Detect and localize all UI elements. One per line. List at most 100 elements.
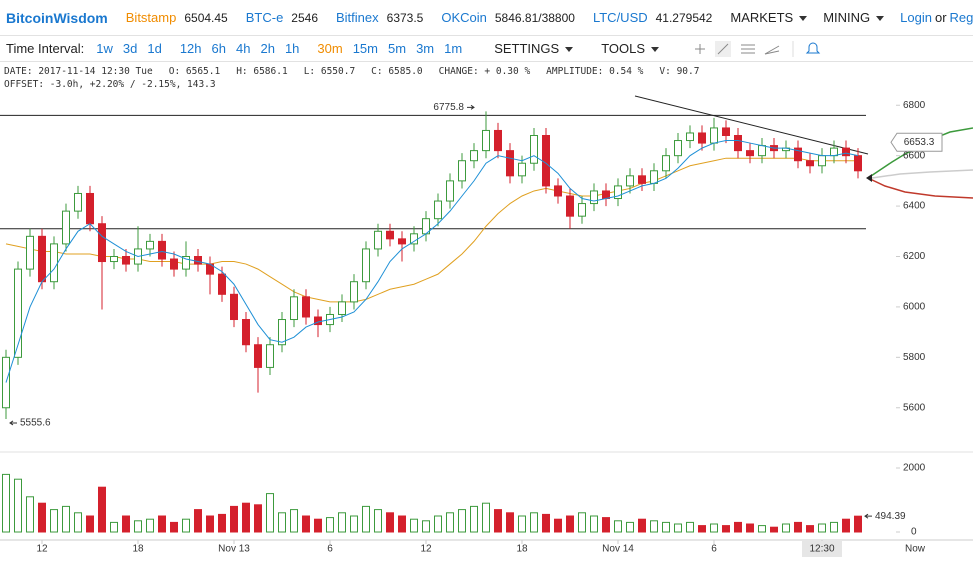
volume-bar — [734, 521, 742, 533]
candle-body — [662, 155, 670, 172]
volume-bar — [170, 521, 178, 533]
volume-bar — [422, 520, 430, 533]
volume-bar — [758, 525, 766, 533]
candle-body — [122, 256, 130, 265]
interval-button[interactable]: 1m — [444, 41, 463, 56]
interval-button[interactable]: 5m — [388, 41, 407, 56]
x-tick-label: 12 — [420, 544, 432, 555]
info-field: O: 6565.1 — [168, 66, 221, 77]
y-tick-label: 5800 — [903, 352, 926, 363]
y-tick-label: 6200 — [903, 251, 926, 262]
toolbar-menu[interactable]: SETTINGS — [494, 41, 574, 56]
candle-body — [854, 155, 862, 172]
candle-body — [794, 147, 802, 162]
caret — [565, 47, 574, 53]
menu[interactable]: MARKETS — [730, 10, 808, 25]
candle-body — [170, 258, 178, 270]
interval-label: Time Interval: — [6, 41, 85, 56]
interval-button[interactable]: 3d — [122, 41, 138, 56]
x-tick-label: 18 — [516, 544, 528, 555]
candle-body — [554, 185, 562, 197]
volume-bar — [578, 512, 586, 533]
interval-button[interactable]: 6h — [211, 41, 226, 56]
x-tick-label: Nov 14 — [602, 544, 634, 555]
ticker-name[interactable]: LTC/USD — [592, 10, 648, 25]
ticker-name[interactable]: OKCoin — [441, 10, 487, 25]
candle-body — [578, 203, 586, 217]
volume-bar — [674, 523, 682, 533]
volume-bar — [566, 515, 574, 533]
interval-button[interactable]: 3m — [416, 41, 435, 56]
y-tick-label: 6400 — [903, 201, 926, 212]
candle-body — [266, 344, 274, 368]
info-field: H: 6586.1 — [236, 66, 288, 77]
info-line: DATE: 2017-11-14 12:30 Tue O: 6565.1 H: 65… — [4, 65, 715, 78]
now-label: Now — [905, 544, 926, 555]
volume-tick-label: 0 — [911, 527, 917, 538]
low-arrow — [9, 420, 17, 426]
info-panel: DATE: 2017-11-14 12:30 Tue O: 6565.1 H: 65… — [4, 65, 715, 91]
volume-bar — [14, 478, 22, 533]
volume-bar — [314, 518, 322, 533]
candle-body — [362, 248, 370, 283]
volume-bar — [362, 505, 370, 533]
candle-body — [710, 127, 718, 144]
x-label-highlight — [802, 541, 842, 557]
candle-body — [374, 230, 382, 250]
toolbar-menu[interactable]: TOOLS — [601, 41, 660, 56]
interval-button[interactable]: 1d — [147, 41, 162, 56]
candle-body — [470, 150, 478, 162]
candle-body — [518, 162, 526, 177]
header: BitcoinWisdom Bitstamp 6504.45 BTC-e 2546 Bit… — [0, 0, 973, 36]
tool-icon-set[interactable] — [693, 40, 843, 57]
depth-ask-line — [867, 177, 973, 199]
x-tick-label: 6 — [327, 544, 333, 555]
high-arrow — [467, 104, 475, 110]
ticker-name[interactable]: BTC-e — [245, 10, 284, 25]
volume-bar — [806, 525, 814, 533]
interval-button[interactable]: 1w — [96, 41, 113, 56]
low-label: 5555.6 — [20, 418, 51, 429]
info-field: CHANGE: + 0.30 % — [438, 66, 531, 77]
interval-button[interactable]: 15m — [352, 41, 378, 56]
volume-bar — [590, 515, 598, 533]
interval-button[interactable]: 4h — [236, 41, 251, 56]
volume-bar — [650, 520, 658, 533]
interval-button[interactable]: 30m — [317, 41, 343, 56]
volume-arrow — [864, 513, 872, 519]
volume-bar — [470, 505, 478, 533]
ticker-name[interactable]: Bitstamp — [125, 10, 177, 25]
volume-bar — [38, 502, 46, 533]
interval-button[interactable]: 1h — [284, 41, 300, 56]
volume-bar — [302, 515, 310, 533]
volume-bar — [326, 517, 334, 533]
candle-body — [626, 175, 634, 187]
candle-body — [446, 180, 454, 202]
candle-body — [350, 281, 358, 303]
ticker-name[interactable]: Bitfinex — [336, 10, 379, 25]
candle-body — [242, 319, 250, 346]
info-field: L: 6550.7 — [303, 66, 356, 77]
volume-last-label: 494.39 — [875, 511, 906, 522]
candle-body — [734, 135, 742, 152]
brand[interactable]: BitcoinWisdom — [6, 9, 108, 26]
x-tick-label: 6 — [711, 544, 717, 555]
candle-body — [38, 235, 46, 283]
volume-bar — [842, 518, 850, 533]
interval-button[interactable]: 12h — [179, 41, 202, 56]
info-line: OFFSET: -3.0h, +2.20% / -2.15%, 143.3 — [4, 79, 216, 90]
volume-bar — [26, 496, 34, 533]
volume-bar — [206, 515, 214, 533]
volume-bar — [98, 486, 106, 533]
interval-button[interactable]: 2h — [260, 41, 275, 56]
login-link[interactable]: Login — [900, 10, 932, 25]
candle-body — [722, 127, 730, 136]
register-link[interactable]: Reg — [949, 10, 973, 25]
info-field: AMPLITUDE: 0.54 % — [546, 66, 644, 77]
candle-body — [698, 132, 706, 144]
candle-body — [542, 135, 550, 187]
menu[interactable]: MINING — [823, 10, 885, 25]
caret — [876, 16, 885, 22]
volume-bar — [530, 512, 538, 533]
candle-body — [746, 150, 754, 157]
